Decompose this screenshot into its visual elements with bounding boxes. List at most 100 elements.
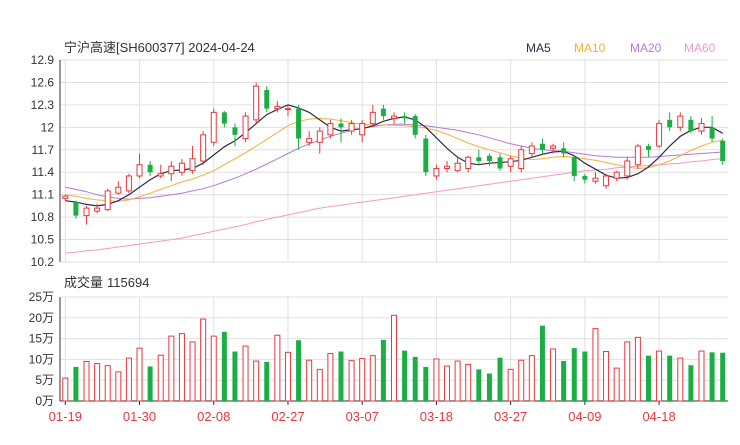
candle-body-down <box>645 146 651 150</box>
price-tick-label: 11.4 <box>32 165 55 179</box>
candle-body-up <box>253 85 260 121</box>
volume-bar-down <box>338 351 344 401</box>
candle-body-up <box>444 165 451 169</box>
chart-title: 宁沪高速[SH600377] 2024-04-24 <box>64 40 255 55</box>
price-tick-label: 12.6 <box>31 75 55 89</box>
date-label: 02-08 <box>197 409 230 424</box>
candle-body-down <box>380 108 386 117</box>
volume-bar-down <box>561 361 567 401</box>
volume-bar-down <box>709 352 715 401</box>
candle-body-down <box>539 143 545 150</box>
candle-body-up <box>327 123 334 136</box>
date-label: 02-27 <box>271 409 304 424</box>
volume-bar-up <box>94 363 101 402</box>
legend-ma60: MA60 <box>684 41 716 55</box>
volume-bar-up <box>83 360 90 402</box>
price-tick-label: 11.1 <box>32 188 55 202</box>
candle-body-down <box>667 119 673 128</box>
candle-body-down <box>720 140 726 161</box>
volume-bar-up <box>454 360 461 402</box>
volume-tick-label: 20万 <box>29 311 54 325</box>
ma-line-ma10 <box>65 117 723 202</box>
volume-bar-up <box>698 350 705 402</box>
volume-bar-up <box>242 345 249 402</box>
candle-body-up <box>189 158 196 172</box>
volume-bar-up <box>157 354 164 402</box>
candle-body-up <box>613 171 620 179</box>
candlesticks <box>62 82 726 225</box>
date-label: 04-18 <box>642 409 675 424</box>
volume-bar-down <box>667 355 673 401</box>
date-label: 03-27 <box>494 409 527 424</box>
candle-body-up <box>306 138 313 143</box>
candle-body-up <box>115 186 122 194</box>
volume-bar-up <box>178 333 185 402</box>
candle-body-down <box>402 116 408 119</box>
candle-body-up <box>168 165 175 175</box>
date-label: 04-09 <box>568 409 601 424</box>
volume-bar-up <box>189 341 196 402</box>
candle-body-up <box>698 123 705 132</box>
volume-bar-up <box>104 365 111 402</box>
volume-bar-up <box>306 359 313 402</box>
volume-bar-down <box>147 366 153 401</box>
volume-bar-up <box>634 336 641 402</box>
candle-body-up <box>316 130 323 143</box>
price-tick-label: 10.8 <box>31 210 55 224</box>
volume-bar-down <box>402 350 408 401</box>
price-y-axis: 12.9 12.6 12.3 12 11.7 11.4 11.1 10.8 10.5 10.2 <box>31 53 55 269</box>
volume-bar-down <box>73 366 79 401</box>
candle-body-down <box>73 202 79 216</box>
price-tick-label: 10.2 <box>31 255 55 269</box>
candle-body-up <box>104 190 111 211</box>
candle-body-down <box>709 127 715 139</box>
candle-body-up <box>677 115 684 128</box>
volume-bar-down <box>497 357 503 401</box>
volume-tick-label: 5万 <box>35 373 54 387</box>
volume-bar-up <box>507 368 514 402</box>
volume-bar-up <box>391 314 397 402</box>
candle-body-up <box>369 111 376 125</box>
date-axis: 01-19 01-30 02-08 02-27 03-07 03-18 03-27 04-09… <box>49 401 676 424</box>
candle-body-up <box>125 175 132 192</box>
volume-bar-up <box>125 357 132 402</box>
volume-bar-up <box>274 334 281 402</box>
volume-bar-down <box>688 365 694 401</box>
candle-body-up <box>634 145 641 166</box>
candle-body-down <box>688 119 694 132</box>
volume-bar-up <box>465 363 472 402</box>
candle-body-up <box>528 145 535 155</box>
volume-bar-up <box>603 350 610 402</box>
candle-body-up <box>178 162 185 173</box>
volume-bar-up <box>677 357 684 402</box>
volume-value: 115694 <box>107 275 149 290</box>
candle-body-up <box>210 111 217 143</box>
volume-title: 成交量 <box>64 275 103 290</box>
candle-body-up <box>518 149 525 169</box>
candle-body-up <box>348 123 355 132</box>
volume-bars <box>62 314 726 402</box>
volume-bar-up <box>613 367 620 402</box>
volume-bar-up <box>359 358 366 402</box>
price-tick-label: 11.7 <box>32 143 55 157</box>
candle-body-up <box>242 115 249 140</box>
volume-y-axis: 25万 20万 15万 10万 5万 0万 <box>29 290 54 408</box>
candle-body-down <box>221 112 227 124</box>
candle-body-up <box>83 207 90 217</box>
volume-bar-up <box>433 358 440 402</box>
candle-body-up <box>200 134 207 162</box>
candle-body-down <box>582 175 588 180</box>
candle-body-down <box>486 155 492 161</box>
price-tick-label: 12.3 <box>31 98 55 112</box>
candle-body-up <box>624 160 631 177</box>
candle-body-down <box>497 157 503 169</box>
candle-body-up <box>94 207 101 212</box>
volume-bar-up <box>200 318 207 402</box>
candle-body-up <box>454 162 461 172</box>
price-tick-label: 12.9 <box>31 53 55 67</box>
volume-bar-up <box>62 377 69 402</box>
volume-bar-down <box>486 373 492 401</box>
volume-tick-label: 0万 <box>35 394 54 408</box>
candle-body-up <box>507 158 514 167</box>
